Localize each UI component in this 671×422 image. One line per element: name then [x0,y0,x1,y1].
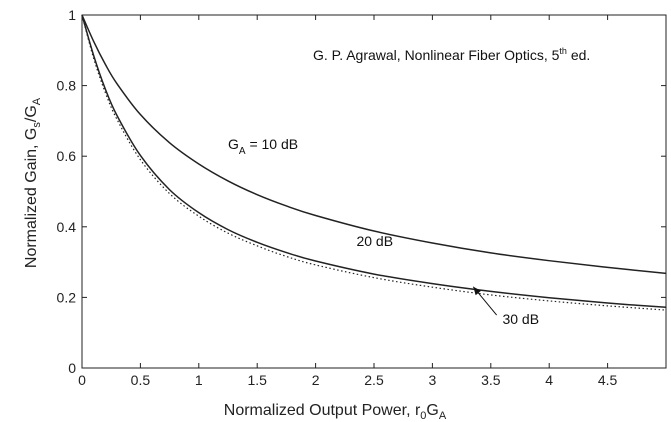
citation-prefix: G. P. Agrawal, Nonlinear Fiber Optics, 5 [313,47,560,63]
x-axis-ticks: 0 0.5 1 1.5 2 2.5 3 3.5 4 4.5 [78,15,618,388]
y-axis-title-sub1: s [31,122,43,128]
x-axis-title-mid: G [426,402,438,419]
x-tick-label: 1.5 [247,372,267,388]
y-axis-title-mid: /G [23,105,40,122]
series-lines [81,14,667,311]
y-tick-label: 0.2 [57,289,77,305]
x-axis-title-sub1: 0 [420,410,426,422]
annotation-20db: 20 dB [356,233,393,249]
y-tick-label: 0.4 [57,219,77,235]
y-axis-title: Normalized Gain, Gs/GA [23,97,43,268]
x-tick-label: 1 [195,372,203,388]
annotation-ga-10db: GA = 10 dB [228,136,298,157]
citation-superscript: th [559,46,567,56]
citation-suffix: ed. [567,47,590,63]
y-axis-title-main: Normalized Gain, G [23,128,40,269]
x-axis-title-main: Normalized Output Power, r [224,402,421,419]
x-tick-label: 4 [545,372,553,388]
x-tick-label: 0 [78,372,86,388]
x-tick-label: 2 [312,372,320,388]
x-tick-label: 2.5 [364,372,384,388]
annotations: GA = 10 dB 20 dB 30 dB [228,136,539,327]
x-axis-title: Normalized Output Power, r0GA [224,402,447,422]
y-tick-label: 0 [68,360,76,376]
series-line-0 [81,14,667,275]
y-tick-label: 0.6 [57,148,77,164]
annotation-prefix: G [228,136,239,152]
annotation-subscript: A [239,146,246,157]
annotation-30db: 30 dB [502,311,539,327]
y-axis-ticks: 0 0.2 0.4 0.6 0.8 1 [57,7,666,376]
x-tick-label: 3 [429,372,437,388]
annotation-suffix: = 10 dB [246,136,299,152]
x-tick-label: 0.5 [131,372,151,388]
series-line-2 [81,14,667,311]
y-tick-label: 0.8 [57,78,77,94]
x-tick-label: 3.5 [481,372,501,388]
x-tick-label: 4.5 [598,372,618,388]
plot-area-frame [81,14,667,369]
citation: G. P. Agrawal, Nonlinear Fiber Optics, 5… [313,46,590,63]
y-axis-title-sub2: A [31,97,43,105]
annotation-arrow-head [473,286,482,296]
series-line-1 [81,14,667,309]
y-tick-label: 1 [68,7,76,23]
x-axis-title-sub2: A [439,410,447,422]
